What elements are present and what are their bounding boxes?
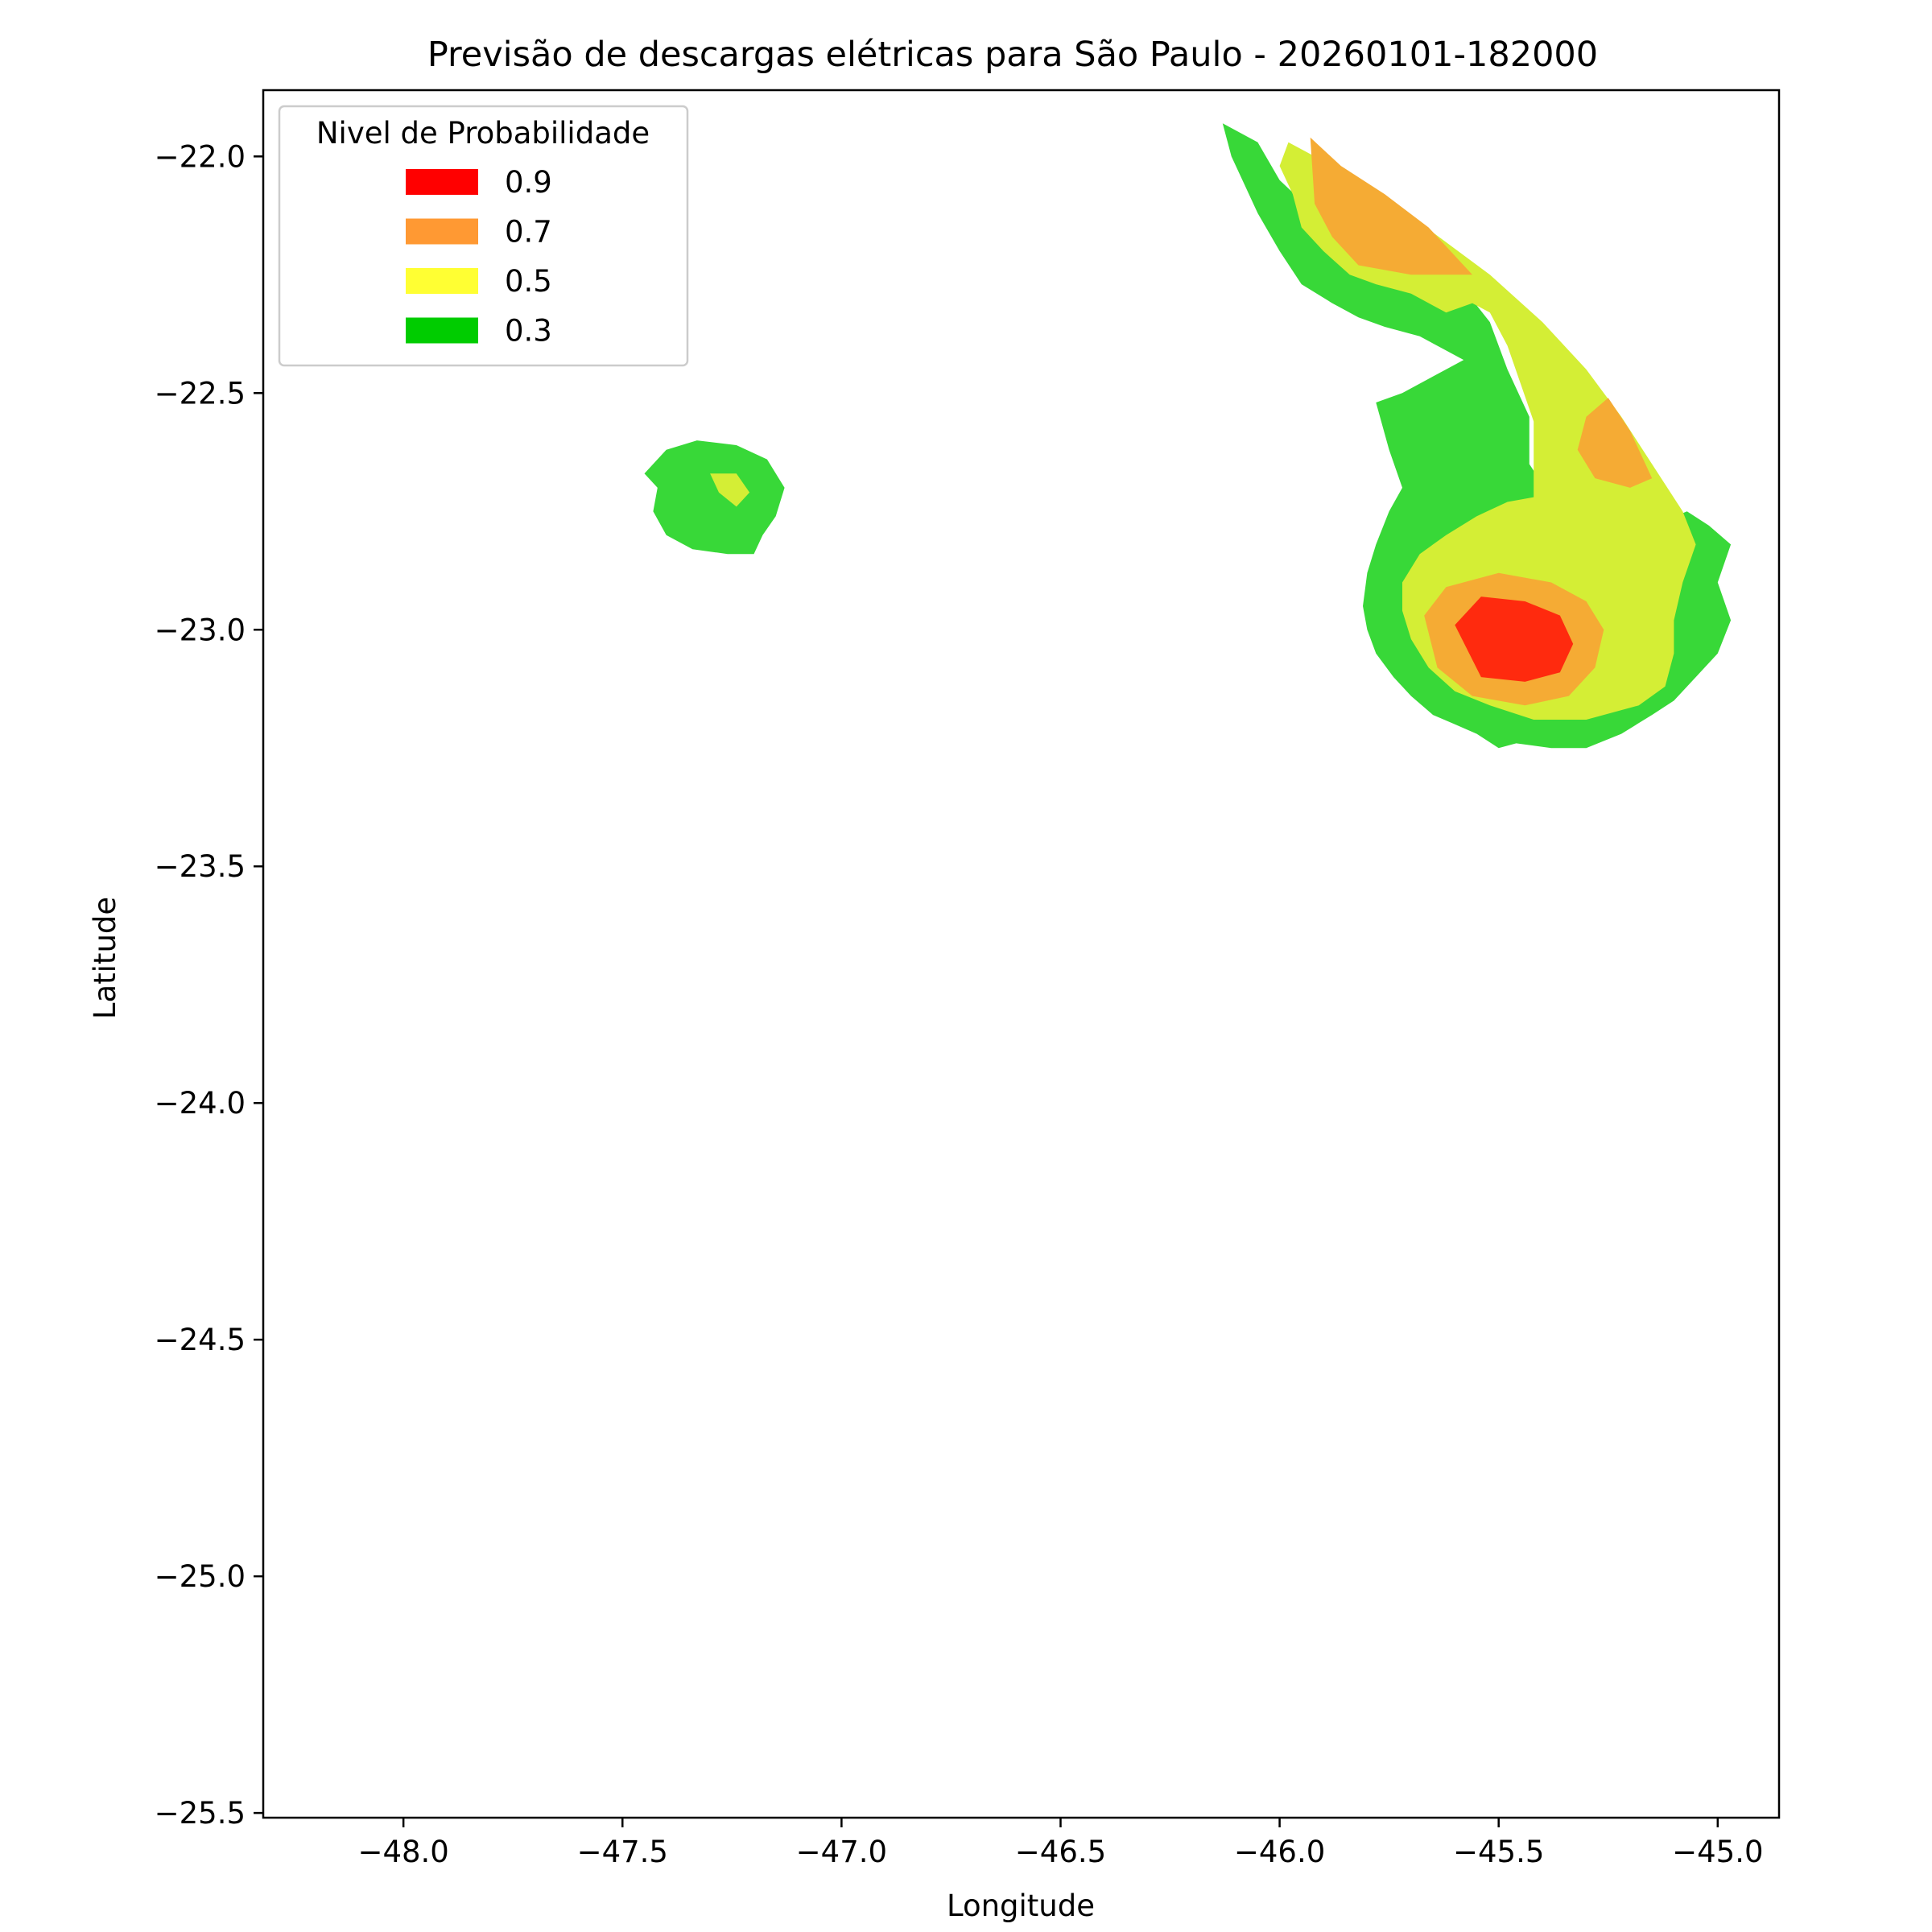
legend-label: 0.9 bbox=[505, 165, 552, 200]
x-tick-label: −45.5 bbox=[1453, 1835, 1544, 1869]
y-axis-ticks: −22.0 −22.5 −23.0 −23.5 −24.0 −24.5 −25.0 −25.5 bbox=[155, 139, 263, 1831]
legend-entries: 0.9 0.7 0.5 0.3 bbox=[406, 165, 552, 349]
x-tick-label: −47.5 bbox=[577, 1835, 668, 1869]
y-tick-label: −23.5 bbox=[155, 849, 246, 884]
contour-region-03-6 bbox=[644, 440, 785, 555]
x-tick-label: −46.0 bbox=[1234, 1835, 1325, 1869]
legend-label: 0.7 bbox=[505, 215, 552, 250]
chart-title: Previsão de descargas elétricas para São… bbox=[427, 35, 1598, 75]
x-tick-label: −48.0 bbox=[357, 1835, 448, 1869]
y-tick-label: −22.5 bbox=[155, 376, 246, 411]
contour-region-05-7 bbox=[710, 473, 750, 507]
y-tick-label: −23.0 bbox=[155, 613, 246, 647]
legend-swatch bbox=[406, 169, 478, 195]
contour-region-07-3 bbox=[1577, 398, 1653, 488]
y-tick-label: −24.5 bbox=[155, 1323, 246, 1357]
plot-frame bbox=[262, 89, 1781, 1819]
legend-swatch bbox=[406, 218, 478, 245]
legend-swatch bbox=[406, 268, 478, 294]
contour-region-09-5 bbox=[1455, 597, 1574, 682]
legend-label: 0.5 bbox=[505, 264, 552, 299]
y-tick-label: −25.5 bbox=[155, 1796, 246, 1831]
y-tick-label: −25.0 bbox=[155, 1559, 246, 1594]
y-axis-label: Latitude bbox=[88, 897, 122, 1019]
x-tick-label: −46.5 bbox=[1015, 1835, 1106, 1869]
x-tick-label: −47.0 bbox=[796, 1835, 887, 1869]
legend: Nivel de Probabilidade 0.9 0.7 0.5 0.3 bbox=[278, 105, 689, 367]
x-tick-label: −45.0 bbox=[1672, 1835, 1763, 1869]
legend-label: 0.3 bbox=[505, 314, 552, 349]
contour-regions bbox=[644, 123, 1732, 749]
legend-title: Nivel de Probabilidade bbox=[316, 116, 650, 151]
legend-swatch bbox=[406, 317, 478, 344]
y-tick-label: −22.0 bbox=[155, 139, 246, 174]
plot-area bbox=[262, 89, 1781, 1819]
legend-box bbox=[278, 105, 689, 367]
y-tick-label: −24.0 bbox=[155, 1086, 246, 1121]
contour-region-07-2 bbox=[1310, 137, 1472, 275]
contour-region-05-1 bbox=[1279, 142, 1696, 720]
x-axis-label: Longitude bbox=[947, 1889, 1095, 1923]
x-axis-ticks: −48.0 −47.5 −47.0 −46.5 −46.0 −45.5 −45.0 bbox=[357, 1818, 1764, 1869]
